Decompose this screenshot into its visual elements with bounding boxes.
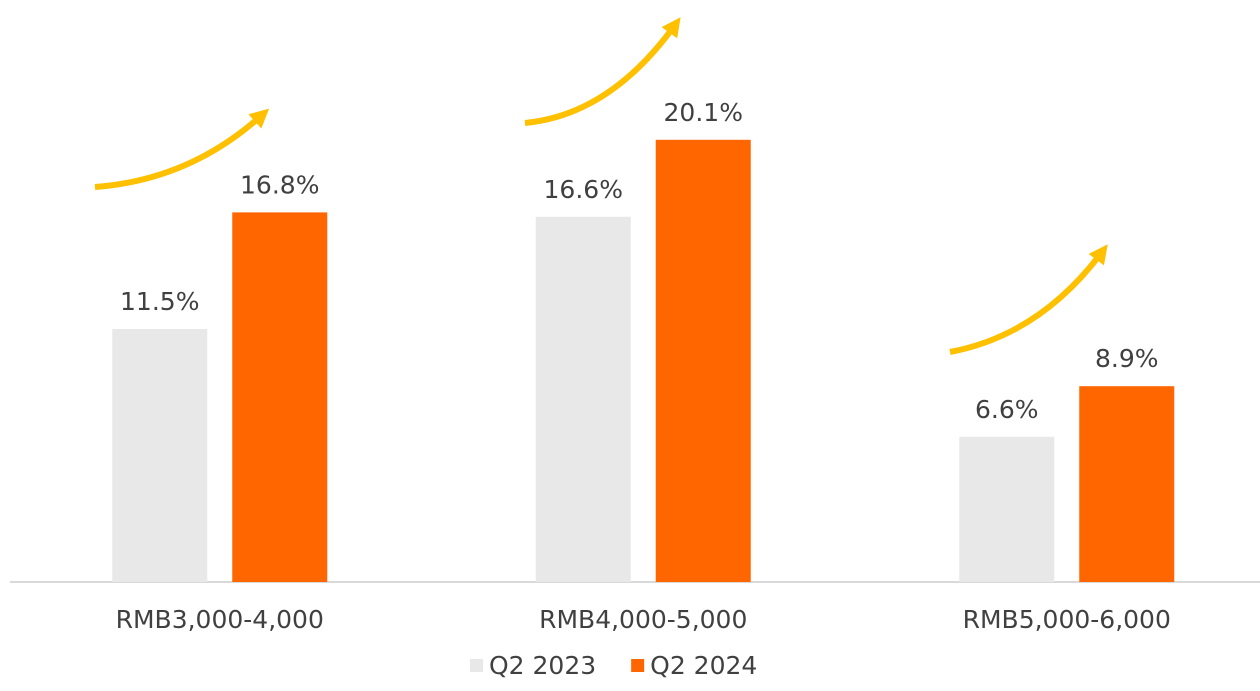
data-label: 8.9%	[1095, 344, 1159, 373]
arrow	[94, 108, 270, 190]
bar	[535, 216, 631, 583]
arrow	[524, 17, 681, 126]
x-tick-label: RMB5,000-6,000	[963, 605, 1171, 634]
data-label: 20.1%	[664, 98, 743, 127]
legend-swatch	[631, 659, 645, 672]
legend-label: Q2 2023	[489, 651, 596, 680]
bar	[112, 329, 208, 582]
bar	[655, 139, 751, 583]
bar	[1079, 386, 1175, 582]
data-label: 11.5%	[120, 287, 199, 316]
legend-swatch	[470, 659, 483, 672]
legend-label: Q2 2024	[650, 651, 757, 680]
x-tick-label: RMB3,000-4,000	[116, 605, 324, 634]
data-label: 16.8%	[240, 170, 319, 199]
arrow	[949, 244, 1108, 355]
bar	[232, 212, 328, 582]
x-tick-label: RMB4,000-5,000	[539, 605, 747, 634]
data-label: 6.6%	[975, 395, 1039, 424]
bar	[959, 436, 1055, 582]
growth-arrows	[94, 17, 1108, 355]
data-label: 16.6%	[544, 175, 623, 204]
